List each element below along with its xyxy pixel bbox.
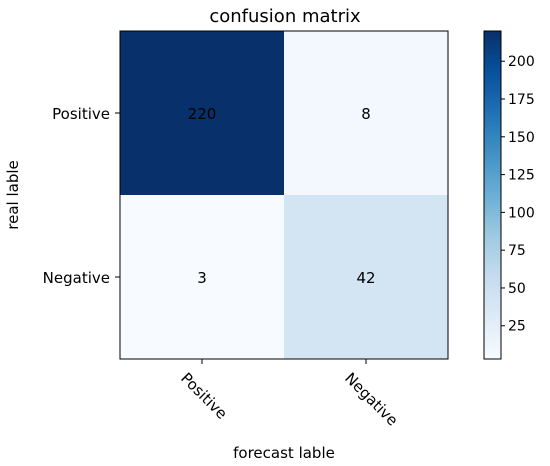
colorbar-tick-label: 75 <box>508 243 526 259</box>
x-tick-label: Positive <box>177 369 231 423</box>
x-axis-ticks: Positive Negative <box>177 359 402 429</box>
y-tick-label: Negative <box>43 269 110 287</box>
heatmap-cells <box>120 31 448 359</box>
colorbar-tick-label: 25 <box>508 319 526 335</box>
heatmap-cell <box>284 31 448 195</box>
x-tick-label: Negative <box>341 369 401 429</box>
y-axis-ticks: Positive Negative <box>43 105 120 287</box>
x-axis-label: forecast lable <box>233 444 335 462</box>
colorbar-tick-label: 125 <box>508 168 535 184</box>
colorbar-tick-label: 200 <box>508 54 535 70</box>
chart-title: confusion matrix <box>209 6 361 27</box>
cell-value-label: 220 <box>188 105 217 123</box>
heatmap-cell <box>120 31 284 195</box>
y-axis-label: real lable <box>4 160 22 229</box>
colorbar <box>483 30 502 360</box>
y-tick-label: Positive <box>52 105 110 123</box>
heatmap-frame <box>119 30 449 360</box>
heatmap-cell <box>120 195 284 359</box>
colorbar-tick-label: 150 <box>508 130 535 146</box>
colorbar-tick-label: 50 <box>508 281 526 297</box>
cell-value-label: 8 <box>361 105 371 123</box>
heatmap-cell <box>284 195 448 359</box>
colorbar-tick-label: 175 <box>508 92 535 108</box>
colorbar-ticks: 25 50 75 100 125 150 175 200 <box>501 54 535 335</box>
colorbar-tick-label: 100 <box>508 205 535 221</box>
heatmap-cell-labels: 220 8 3 42 <box>188 105 376 287</box>
cell-value-label: 42 <box>356 269 375 287</box>
cell-value-label: 3 <box>197 269 207 287</box>
